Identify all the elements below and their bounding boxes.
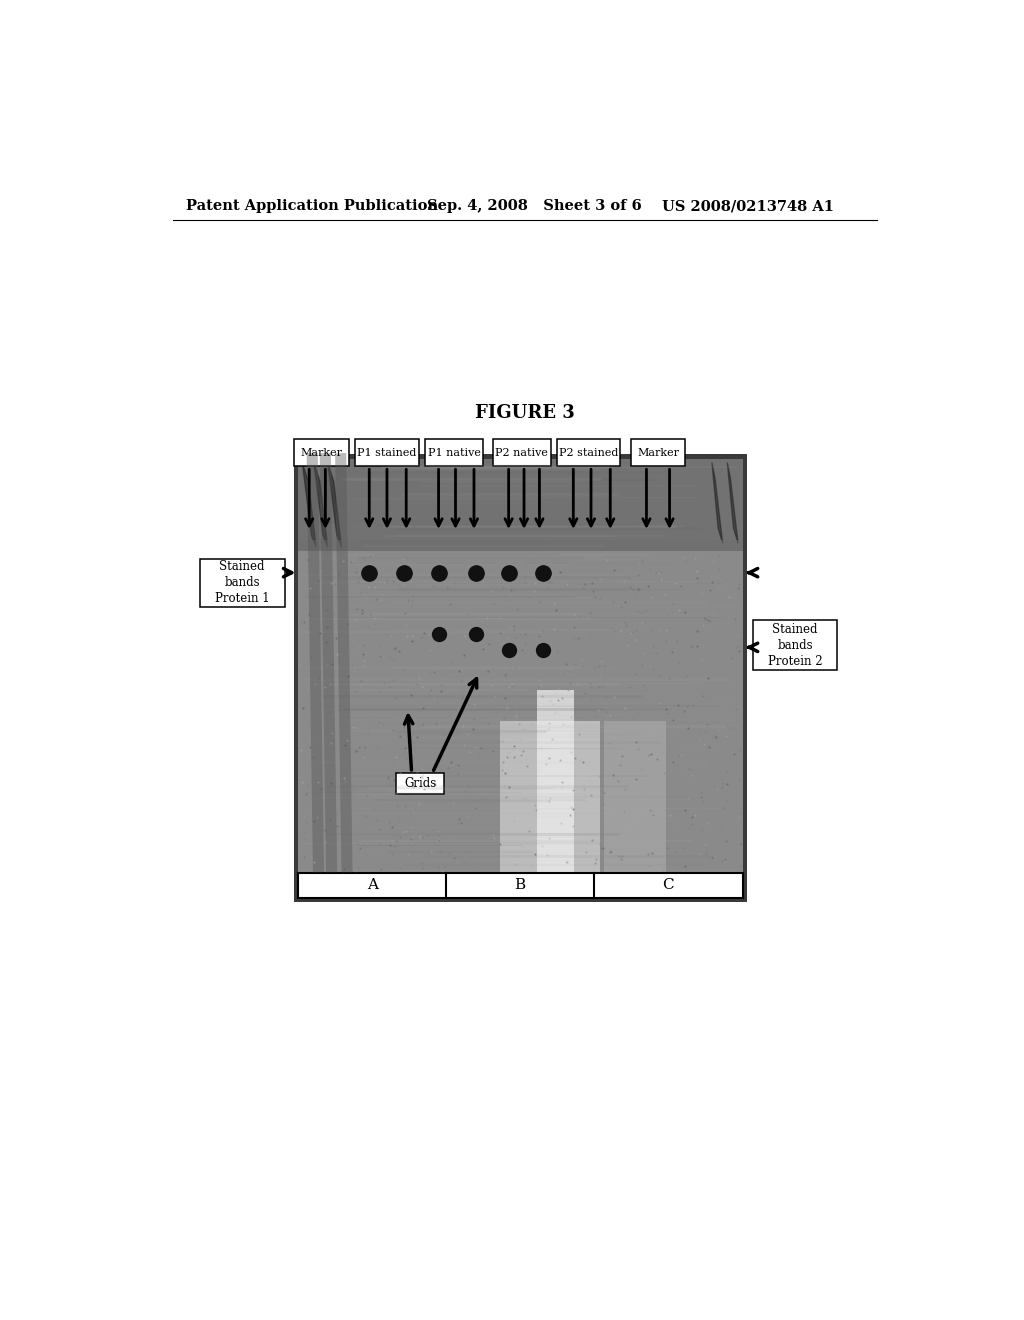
Bar [604,721,666,875]
Polygon shape [727,462,738,544]
Bar [294,440,349,466]
Text: Stained
bands
Protein 1: Stained bands Protein 1 [215,560,269,605]
Text: Marker: Marker [637,449,679,458]
Bar [298,873,742,898]
Bar [753,620,838,671]
Bar [557,440,621,466]
Bar [294,454,748,903]
Text: Grids: Grids [403,777,436,791]
Bar [500,721,600,875]
Bar [200,558,285,607]
Polygon shape [328,462,342,548]
Text: C: C [663,878,674,892]
Bar [298,459,742,898]
Bar [538,689,574,890]
Text: Marker: Marker [300,449,342,458]
Polygon shape [302,462,316,548]
Text: A: A [367,878,378,892]
Bar [494,440,551,466]
Bar [298,459,742,552]
Bar [631,440,685,466]
Text: P1 stained: P1 stained [357,449,417,458]
Bar [298,540,742,552]
Bar [425,440,483,466]
Polygon shape [712,462,723,544]
Polygon shape [313,462,328,548]
Text: Stained
bands
Protein 2: Stained bands Protein 2 [768,623,822,668]
Text: FIGURE 3: FIGURE 3 [475,404,574,421]
Text: B: B [515,878,525,892]
Bar [396,774,444,795]
Text: Sep. 4, 2008   Sheet 3 of 6: Sep. 4, 2008 Sheet 3 of 6 [427,199,642,213]
Bar [355,440,419,466]
Text: P2 stained: P2 stained [559,449,618,458]
Text: US 2008/0213748 A1: US 2008/0213748 A1 [662,199,834,213]
Text: P2 native: P2 native [496,449,548,458]
Text: Patent Application Publication: Patent Application Publication [186,199,438,213]
Text: P1 native: P1 native [428,449,480,458]
